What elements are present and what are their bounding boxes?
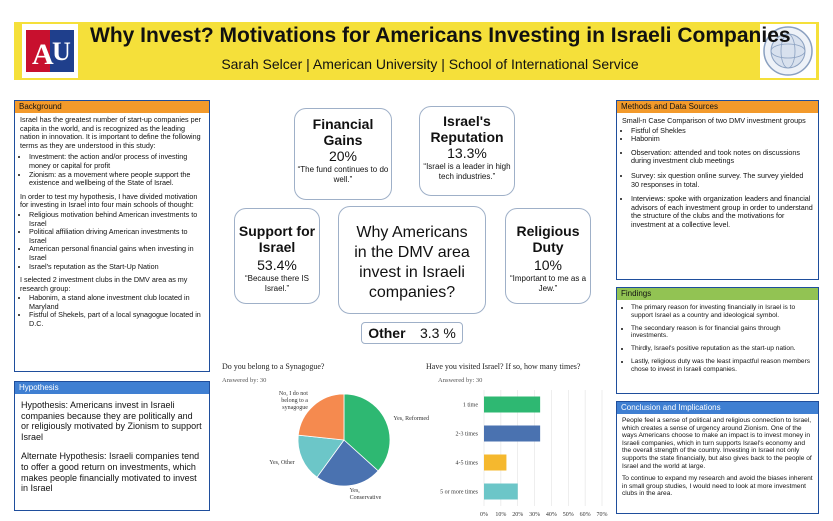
clubs-intro: I selected 2 investment clubs in the DMV…	[20, 275, 188, 293]
question-bubble: Why Americans in the DMV area invest in …	[338, 206, 486, 314]
financial-gains-title: Financial Gains	[312, 116, 374, 148]
hypothesis-heading: Hypothesis	[15, 382, 209, 394]
list-item: Habonim, a stand alone investment club l…	[29, 293, 204, 311]
list-item: The primary reason for investing financi…	[631, 304, 813, 320]
poster-subtitle: Sarah Selcer | American University | Sch…	[221, 56, 639, 72]
background-panel: Background Israel has the greatest numbe…	[14, 100, 210, 372]
financial-gains-quote: “The fund continues to do well.”	[297, 165, 389, 184]
conclusion-p2: To continue to expand my research and av…	[622, 475, 813, 498]
support-title: Support for Israel	[238, 223, 316, 255]
header-banner	[14, 22, 819, 80]
pie-slice-label: Yes, Conservative	[350, 488, 382, 501]
background-intro: Israel has the greatest number of start-…	[20, 115, 201, 150]
reputation-title: Israel's Reputation	[430, 113, 504, 145]
findings-panel: Findings The primary reason for investin…	[616, 287, 819, 394]
svg-text:A: A	[32, 38, 54, 71]
svg-text:U: U	[52, 37, 71, 66]
list-item: Observation: attended and took notes on …	[631, 148, 813, 166]
pie-chart-subtitle: Answered by: 30	[222, 377, 267, 384]
list-item: The secondary reason is for financial ga…	[631, 325, 813, 341]
pie-slice-label: Yes, Other	[269, 460, 294, 466]
terms-list: Investment: the action and/or process of…	[20, 153, 204, 187]
list-item: Investment: the action and/or process of…	[29, 153, 204, 170]
other-pct: 3.3 %	[419, 325, 456, 341]
bar	[484, 396, 541, 413]
pie-slice	[297, 434, 345, 478]
other-label: Other	[368, 325, 406, 341]
x-tick-label: 60%	[580, 512, 591, 518]
list-item: Habonim	[631, 135, 813, 144]
bar	[484, 454, 507, 471]
list-item: Political affiliation driving American i…	[29, 227, 204, 245]
poster-title: Why Invest? Motivations for Americans In…	[90, 24, 791, 47]
bar-chart-title: Have you visited Israel? If so, how many…	[426, 362, 581, 371]
findings-heading: Findings	[617, 288, 818, 300]
clubs-list: Habonim, a stand alone investment club l…	[20, 293, 204, 328]
pie-slice	[316, 439, 379, 487]
x-tick-label: 30%	[529, 512, 540, 518]
category-label: 4-5 times	[456, 461, 479, 467]
list-item: Interviews: spoke with organization lead…	[631, 194, 813, 229]
x-tick-label: 40%	[546, 512, 557, 518]
reputation-quote: “Israel is a leader in high tech industr…	[423, 162, 511, 181]
hypothesis-alt: Alternate Hypothesis: Israeli companies …	[21, 451, 200, 494]
hypothesis-panel: Hypothesis Hypothesis: Americans invest …	[14, 381, 210, 511]
other-bubble: Other 3.3 %	[361, 322, 463, 344]
conclusion-p1: People feel a sense of political and rel…	[622, 417, 812, 470]
methods-heading: Methods and Data Sources	[617, 101, 818, 113]
hypothesis-main: Hypothesis: Americans invest in Israeli …	[21, 400, 202, 442]
pie-slice-label: No, I do not belong to a synagogue	[279, 391, 308, 411]
x-tick-label: 0%	[480, 512, 488, 518]
pie-slice	[343, 393, 391, 472]
groups-list: Fistful of Shekles Habonim	[622, 126, 813, 144]
religious-title: Religious Duty	[516, 223, 580, 255]
financial-gains-bubble: Financial Gains 20% “The fund continues …	[294, 108, 392, 200]
category-label: 1 time	[463, 403, 479, 409]
x-tick-label: 70%	[597, 512, 608, 518]
list-item: Fistful of Shekles	[631, 126, 813, 136]
methods-intro: Small-n Case Comparison of two DMV inves…	[622, 116, 806, 125]
pie-slice	[297, 393, 345, 441]
religious-pct: 10%	[533, 257, 563, 273]
synagogue-pie-chart: Yes, Reformed Yes, Conservative Yes, Other N…	[269, 391, 429, 501]
list-item: Lastly, religious duty was the least imp…	[631, 358, 813, 374]
religious-quote: “Important to me as a Jew.”	[509, 274, 587, 293]
x-tick-label: 10%	[495, 512, 506, 518]
category-label: 2-3 times	[456, 432, 479, 438]
bar	[484, 483, 518, 500]
list-item: Zionism: as a movement where people supp…	[29, 170, 204, 188]
methods-panel: Methods and Data Sources Small-n Case Co…	[616, 100, 819, 280]
university-logo: A U	[22, 24, 78, 78]
pie-slice-label: Yes, Reformed	[393, 415, 429, 422]
conclusion-heading: Conclusion and Implications	[617, 402, 818, 414]
pie-chart-title: Do you belong to a Synagogue?	[222, 362, 325, 371]
religious-duty-bubble: Religious Duty 10% “Important to me as a…	[505, 208, 591, 304]
findings-list: The primary reason for investing financi…	[622, 304, 813, 374]
bar	[484, 425, 541, 442]
support-israel-bubble: Support for Israel 53.4% “Because there …	[234, 208, 320, 304]
list-item: Religious motivation behind American inv…	[29, 210, 204, 228]
list-item: Fistful of Shekels, part of a local syna…	[29, 311, 204, 328]
support-quote: “Because there IS Israel.”	[244, 274, 310, 293]
reputation-pct: 13.3%	[447, 145, 487, 161]
financial-gains-pct: 20%	[328, 148, 358, 164]
category-label: 5 or more times	[440, 490, 478, 496]
x-tick-label: 20%	[512, 512, 523, 518]
school-seal	[760, 24, 816, 78]
list-item: American personal financial gains when i…	[29, 244, 204, 262]
list-item: Israel's reputation as the Start-Up Nati…	[29, 262, 204, 272]
schools-intro: In order to test my hypothesis, I have d…	[20, 191, 198, 210]
background-heading: Background	[15, 101, 209, 113]
list-item: Thirdly, Israel's positive reputation as…	[631, 345, 813, 353]
conclusion-panel: Conclusion and Implications People feel …	[616, 401, 819, 514]
schools-list: Religious motivation behind American inv…	[20, 210, 204, 272]
methods-list: Observation: attended and took notes on …	[622, 148, 813, 230]
bar-chart-subtitle: Answered by: 30	[438, 377, 483, 384]
x-tick-label: 50%	[563, 512, 574, 518]
support-pct: 53.4%	[257, 257, 297, 273]
visits-bar-chart: 0% 10% 20% 30% 40% 50% 60% 70% 1 time 2-3 times 4-…	[440, 390, 608, 518]
israel-reputation-bubble: Israel's Reputation 13.3% “Israel is a l…	[419, 106, 515, 196]
list-item: Survey: six question online survey. The …	[631, 171, 813, 189]
